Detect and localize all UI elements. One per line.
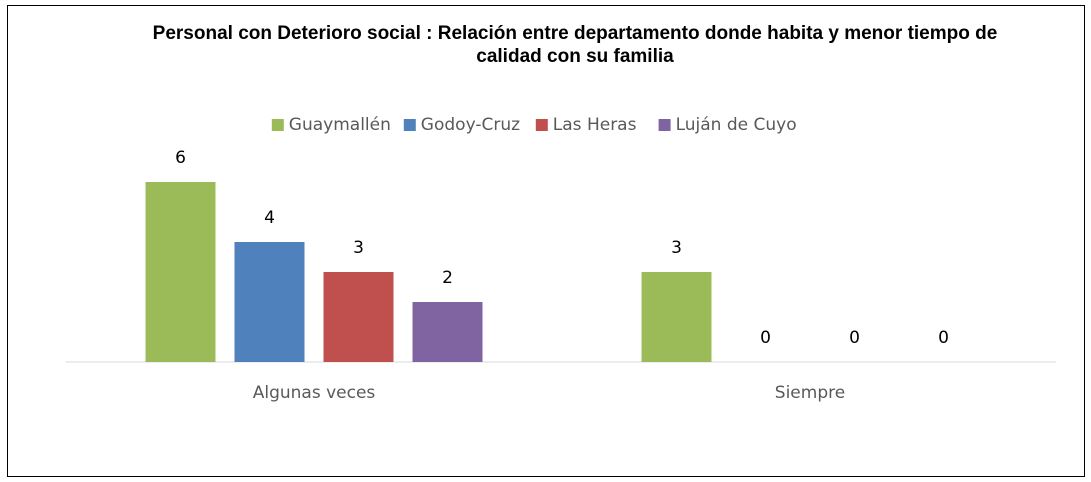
bar bbox=[323, 272, 394, 362]
value-label: 2 bbox=[442, 268, 453, 288]
bar bbox=[641, 272, 712, 362]
legend-swatch bbox=[271, 119, 284, 131]
legend-label: Luján de Cuyo bbox=[676, 115, 797, 135]
legend-label: Godoy-Cruz bbox=[421, 115, 520, 135]
legend-swatch bbox=[535, 119, 548, 131]
chart-title: Personal con Deterioro social : Relación… bbox=[152, 23, 998, 67]
bar bbox=[145, 182, 216, 362]
value-label: 0 bbox=[760, 328, 771, 348]
legend-label: Guaymallén bbox=[289, 115, 391, 135]
value-label: 3 bbox=[353, 238, 364, 258]
value-label: 4 bbox=[264, 208, 275, 228]
legend-swatch bbox=[403, 119, 416, 131]
bar bbox=[412, 302, 483, 362]
x-tick-label: Algunas veces bbox=[253, 383, 376, 403]
x-tick-label: Siempre bbox=[775, 383, 845, 403]
legend-label: Las Heras bbox=[553, 115, 637, 135]
bar bbox=[234, 242, 305, 362]
legend-swatch bbox=[658, 119, 671, 131]
value-label: 3 bbox=[671, 238, 682, 258]
value-label: 0 bbox=[849, 328, 860, 348]
value-label: 6 bbox=[175, 148, 186, 168]
value-label: 0 bbox=[938, 328, 949, 348]
